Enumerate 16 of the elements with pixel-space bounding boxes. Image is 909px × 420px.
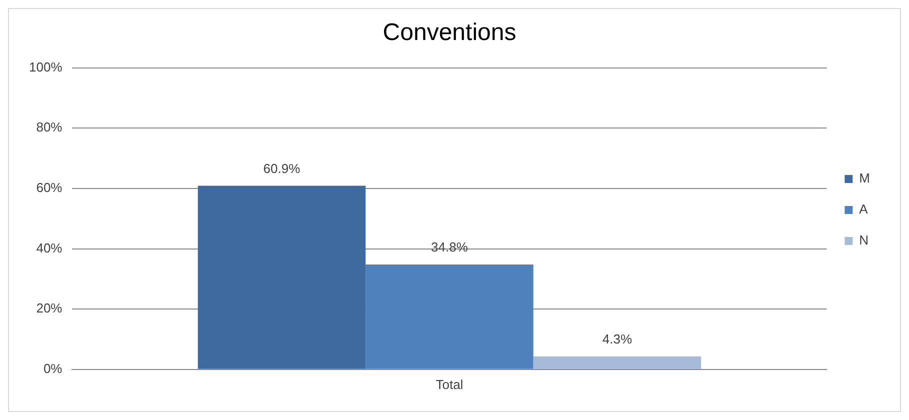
bar — [198, 186, 366, 369]
data-label: 60.9% — [263, 160, 301, 176]
chart-title: Conventions — [382, 19, 516, 46]
legend-label: N — [859, 232, 869, 248]
bar — [533, 356, 702, 369]
y-tick-label: 60% — [36, 180, 63, 196]
data-label: 4.3% — [602, 332, 632, 347]
y-tick-label: 100% — [29, 59, 63, 74]
y-tick-label: 0% — [43, 360, 63, 376]
y-tick-label: 80% — [36, 120, 63, 135]
y-tick-label: 20% — [36, 300, 63, 316]
legend-label: M — [859, 170, 870, 186]
legend-label: A — [859, 202, 868, 217]
x-tick-label: Total — [436, 376, 464, 392]
y-tick-label: 40% — [36, 240, 63, 256]
bar — [366, 264, 534, 369]
